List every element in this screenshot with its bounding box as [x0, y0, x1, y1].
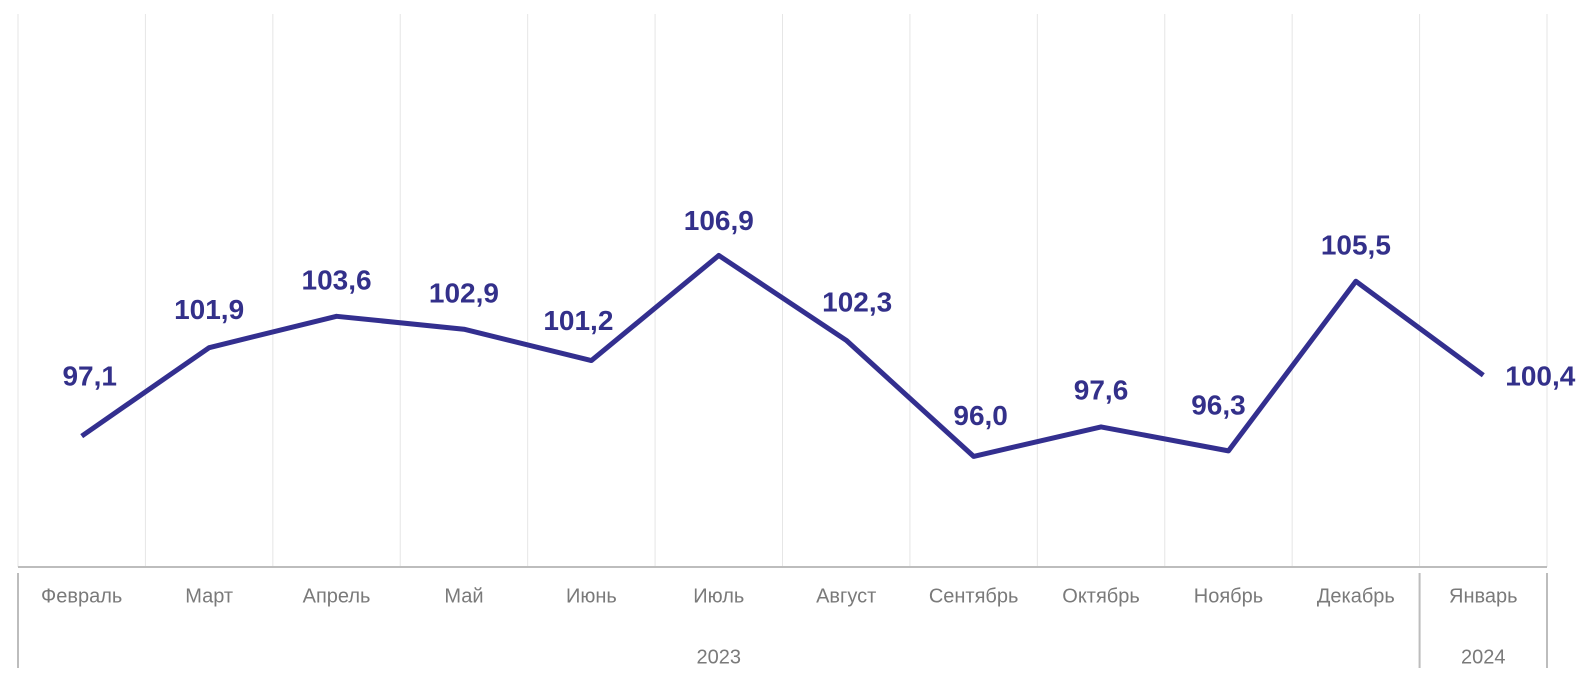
data-label: 96,0 [953, 400, 1008, 431]
x-tick-label: Март [185, 585, 233, 607]
group-label: 2024 [1461, 646, 1506, 668]
x-tick-label: Август [816, 585, 876, 607]
x-tick-label: Апрель [303, 585, 371, 607]
group-label: 2023 [697, 646, 742, 668]
data-label: 102,9 [429, 278, 499, 309]
x-tick-label: Февраль [41, 585, 122, 607]
data-label: 102,3 [822, 287, 892, 318]
x-tick-label: Июнь [566, 585, 617, 607]
data-label: 100,4 [1505, 361, 1575, 392]
data-label: 97,6 [1074, 374, 1129, 405]
x-tick-label: Октябрь [1062, 585, 1140, 607]
x-tick-label: Декабрь [1317, 585, 1395, 607]
data-label: 101,2 [543, 305, 613, 336]
data-label: 97,1 [62, 361, 117, 392]
x-tick-label: Январь [1449, 585, 1518, 607]
line [80, 252, 1485, 459]
x-tick-label: Июль [693, 585, 744, 607]
data-label: 101,9 [174, 294, 244, 325]
data-label: 96,3 [1191, 389, 1246, 420]
data-label: 105,5 [1321, 230, 1391, 261]
data-label: 106,9 [684, 205, 754, 236]
data-label: 103,6 [302, 265, 372, 296]
x-tick-label: Май [444, 585, 483, 607]
x-tick-label: Ноябрь [1194, 585, 1263, 607]
x-tick-label: Сентябрь [929, 585, 1019, 607]
